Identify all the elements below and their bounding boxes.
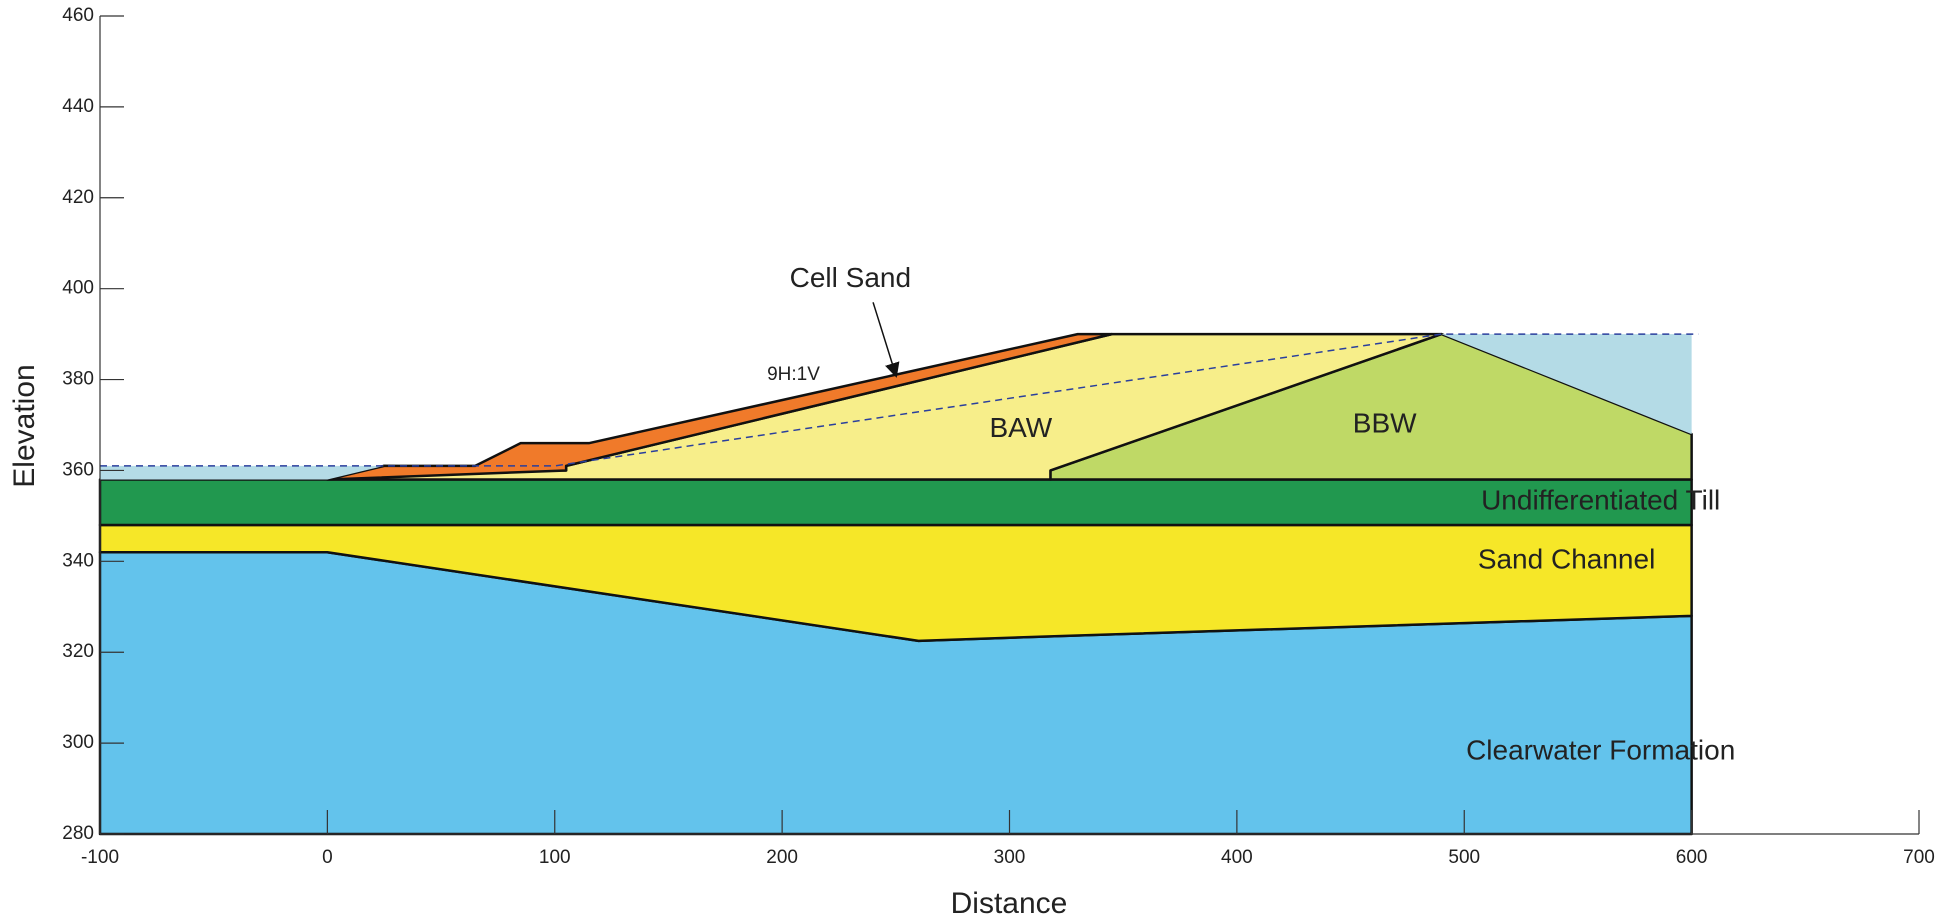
x-tick-label: 600	[1676, 847, 1708, 868]
x-axis-title: Distance	[951, 887, 1068, 920]
y-tick-label: 400	[62, 278, 94, 299]
chart: Distance Elevation Clearwater Formation S…	[0, 0, 1959, 922]
y-axis-title: Elevation	[8, 364, 41, 487]
x-tick-label: 200	[766, 847, 798, 868]
region-label: BAW	[989, 412, 1052, 443]
y-tick-label: 280	[62, 823, 94, 844]
y-tick-label: 300	[62, 732, 94, 753]
x-tick-label: 0	[322, 847, 333, 868]
region-label: BBW	[1353, 407, 1417, 438]
y-tick-label: 340	[62, 550, 94, 571]
y-tick-label: 440	[62, 96, 94, 117]
region-label: Undifferentiated Till	[1481, 485, 1720, 516]
x-tick-label: -100	[81, 847, 119, 868]
y-tick-label: 420	[62, 187, 94, 208]
y-tick-label: 460	[62, 5, 94, 26]
callout-label: Cell Sand	[790, 262, 911, 293]
callout-arrow	[873, 302, 896, 375]
x-tick-label: 400	[1221, 847, 1253, 868]
x-tick-label: 100	[539, 847, 571, 868]
region-label: Clearwater Formation	[1466, 735, 1735, 766]
annotation: 9H:1V	[767, 364, 820, 385]
y-tick-label: 320	[62, 641, 94, 662]
region	[100, 480, 1692, 525]
y-tick-label: 380	[62, 369, 94, 390]
y-tick-label: 360	[62, 459, 94, 480]
x-tick-label: 500	[1448, 847, 1480, 868]
x-tick-label: 300	[994, 847, 1026, 868]
region-label: Sand Channel	[1478, 544, 1655, 575]
x-tick-label: 700	[1903, 847, 1935, 868]
